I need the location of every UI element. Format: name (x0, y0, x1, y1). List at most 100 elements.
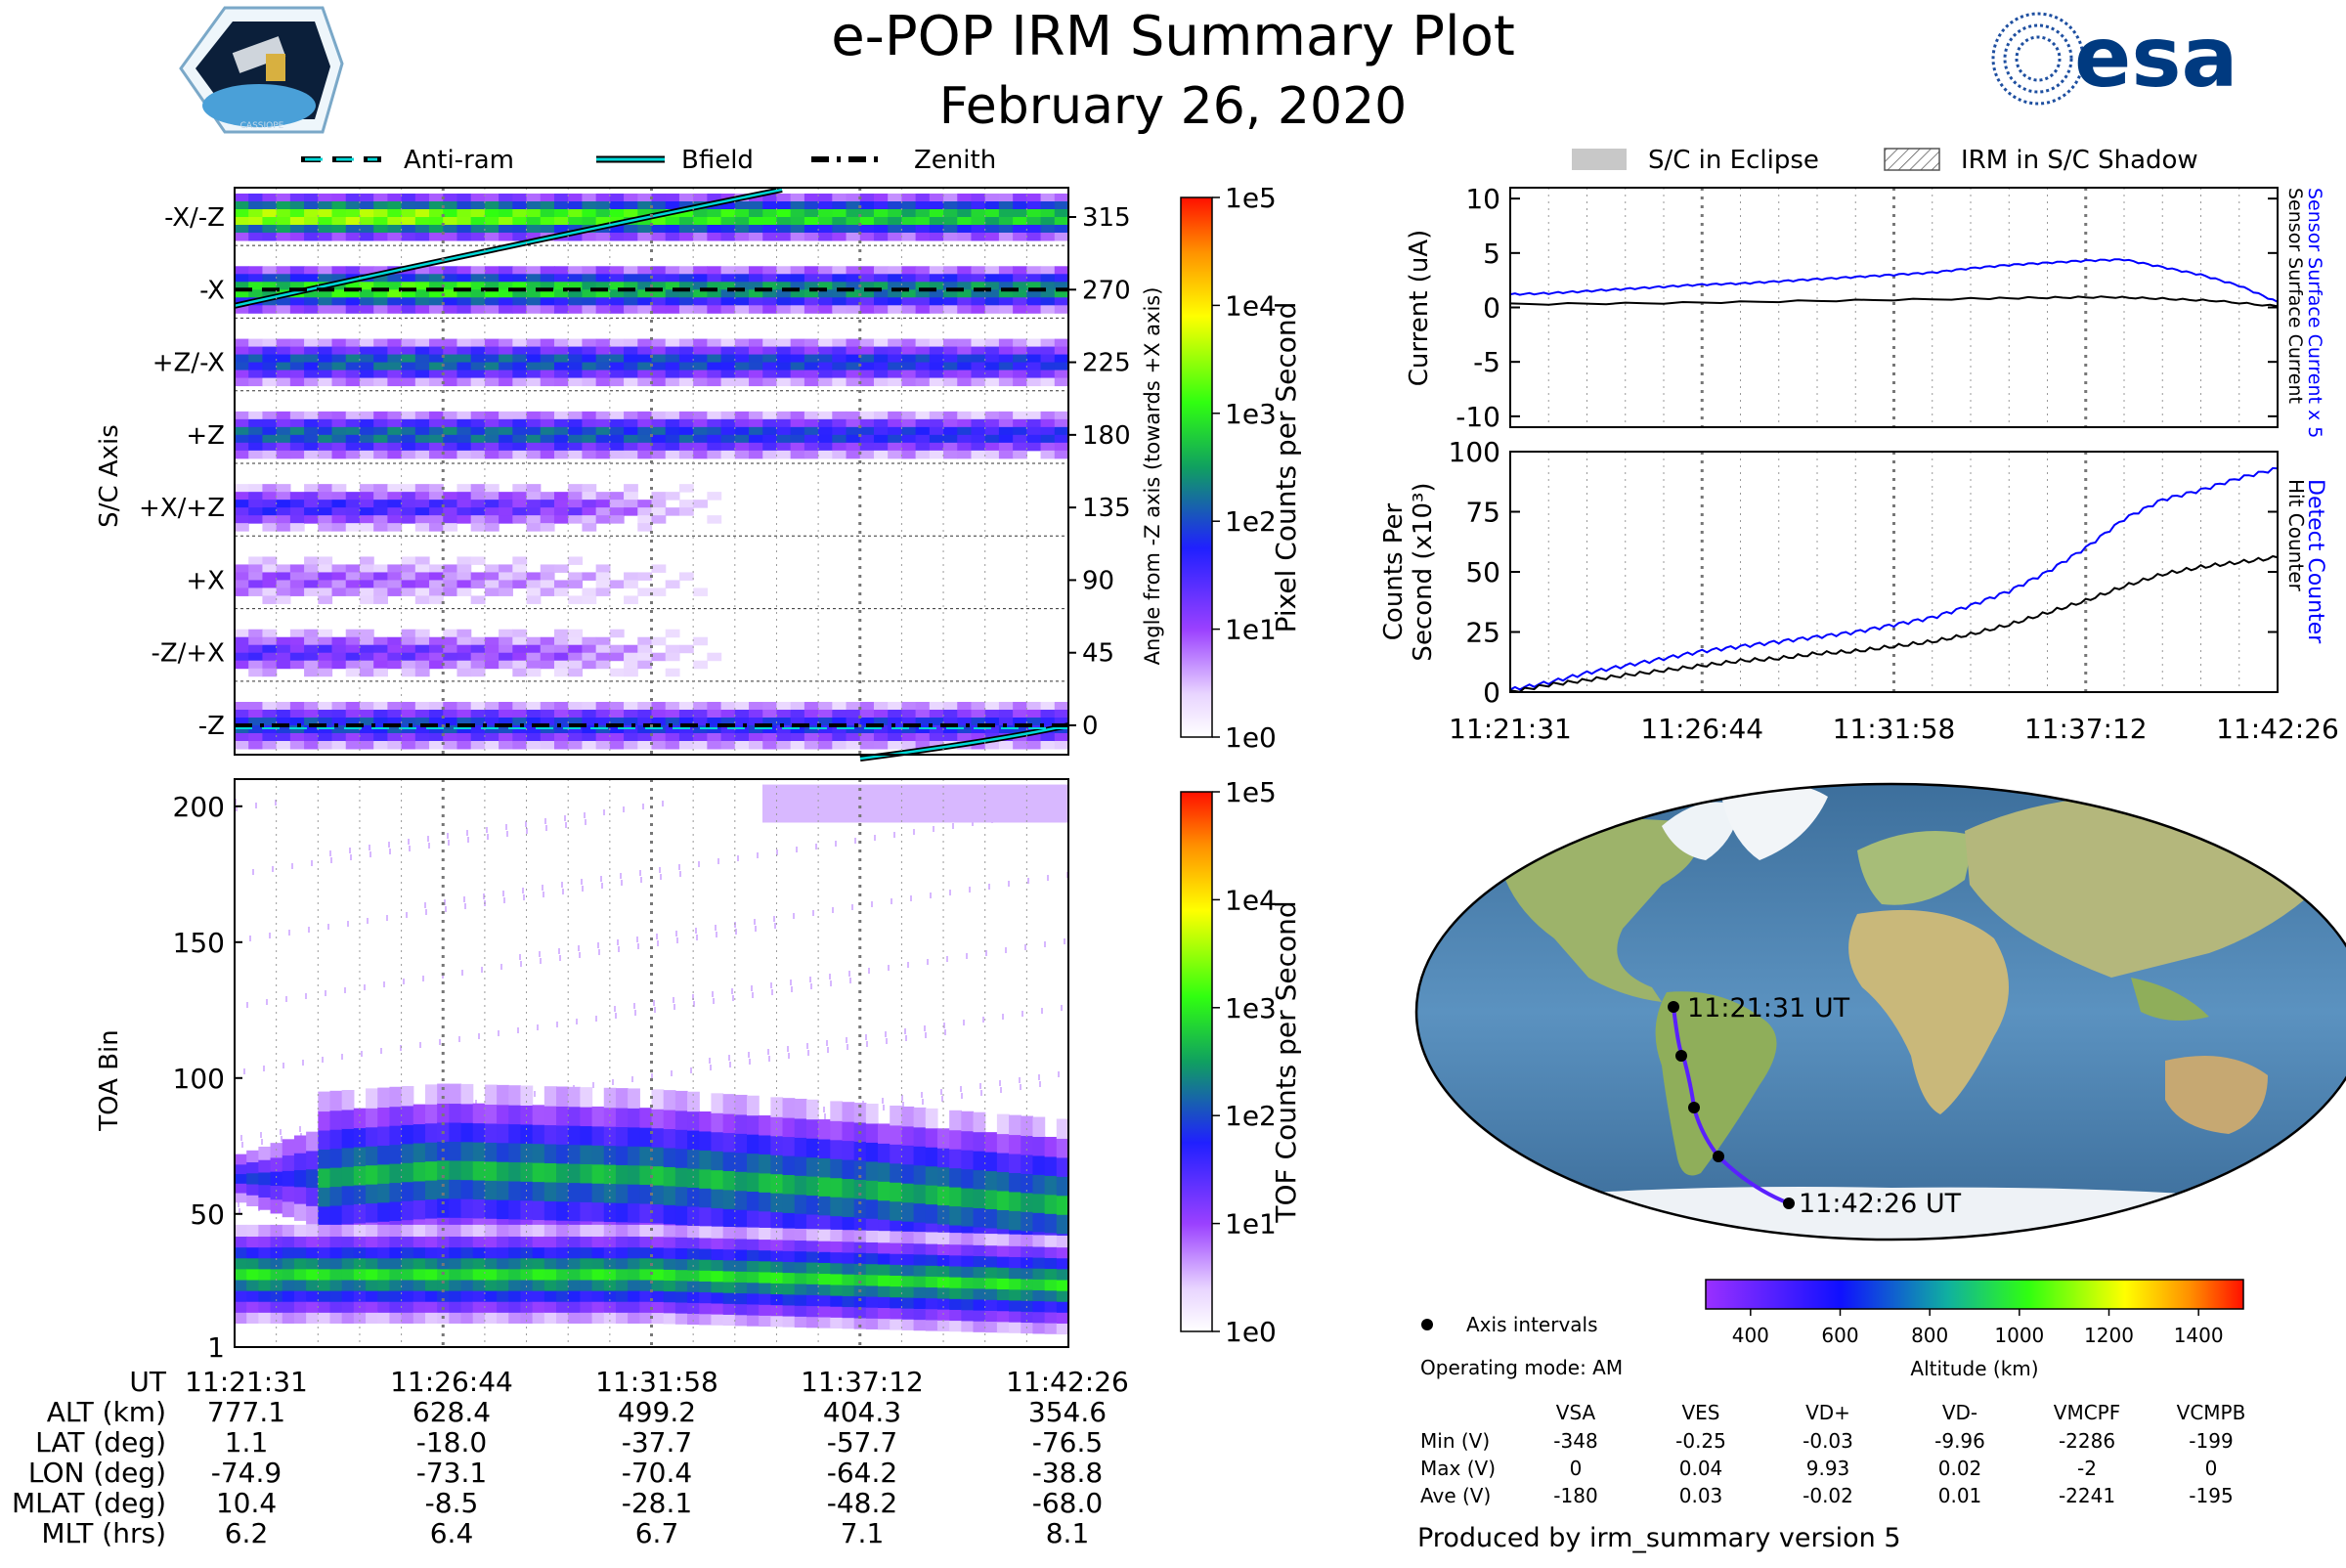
tof-heat-cell (413, 1300, 426, 1313)
pixel-heat-cell (818, 426, 833, 436)
tof-heat-cell (961, 1287, 975, 1300)
pixel-heat-cell (693, 289, 708, 298)
pixel-heat-cell (345, 636, 361, 646)
pixel-heat-cell (568, 426, 584, 436)
tof-heat-cell (1021, 1135, 1034, 1155)
tof-noise-cell (815, 844, 817, 849)
pixel-heat-cell (818, 733, 833, 742)
pixel-heat-cell (553, 209, 569, 218)
pixel-heat-cell (470, 484, 486, 493)
pixel-heat-cell (289, 411, 305, 420)
voltage-header: VD+ (1805, 1401, 1850, 1424)
voltage-cell: -0.03 (1803, 1429, 1853, 1453)
pixel-heat-cell (665, 217, 680, 226)
pixel-heat-cell (707, 741, 722, 750)
tof-heat-cell (1056, 1236, 1069, 1248)
pixel-heat-cell (568, 450, 584, 459)
pixel-heat-cell (609, 194, 625, 202)
pixel-heat-cell (304, 660, 319, 670)
pixel-heat-cell (318, 305, 333, 314)
pixel-heat-cell (248, 507, 264, 516)
pixel-heat-cell (1054, 426, 1069, 436)
tof-noise-cell (829, 974, 831, 980)
tof-heat-cell (1032, 1256, 1046, 1269)
ephemeris-row-label: MLT (hrs) (41, 1517, 166, 1549)
pixel-heat-cell (318, 274, 333, 283)
pixel-heat-cell (734, 710, 750, 719)
tof-heat-cell (258, 1311, 272, 1324)
tof-noise-cell (639, 870, 641, 876)
pixel-heat-cell (540, 564, 555, 573)
pixel-heat-cell (846, 233, 861, 241)
tof-heat-cell (377, 1087, 391, 1109)
pixel-heat-cell (707, 377, 722, 387)
tof-heat-cell (424, 1160, 438, 1181)
pixel-heat-cell (540, 411, 555, 420)
tof-heat-cell (401, 1199, 414, 1221)
tof-heat-cell (674, 1301, 688, 1314)
pixel-heat-cell (289, 710, 305, 719)
pixel-heat-cell (957, 426, 973, 436)
tof-noise-cell (886, 1038, 888, 1044)
pixel-heat-cell (1013, 225, 1027, 234)
pixel-heat-cell (526, 266, 542, 275)
pixel-heat-cell (456, 289, 472, 298)
tof-heat-cell (628, 1202, 640, 1223)
tof-heat-cell (842, 1197, 855, 1217)
pixel-heat-cell (595, 338, 611, 348)
pixel-heat-cell (414, 346, 430, 356)
pixel-heat-cell (846, 201, 861, 210)
pixel-heat-cell (235, 217, 249, 226)
tof-heat-cell (318, 1300, 331, 1313)
pixel-heat-cell (957, 710, 973, 719)
tof-heat-cell (1009, 1244, 1021, 1257)
pixel-heat-cell (665, 668, 680, 677)
pixel-heat-cell (289, 442, 305, 452)
tof-heat-cell (591, 1106, 605, 1127)
pixel-heat-cell (526, 507, 542, 516)
tof-heat-cell (699, 1269, 713, 1282)
pixel-heat-cell (429, 354, 444, 364)
pixel-heat-cell (470, 741, 486, 750)
pixel-heat-cell (470, 346, 486, 356)
tof-heat-cell (853, 1306, 867, 1319)
pixel-heat-cell (568, 629, 584, 638)
pixel-heat-cell (998, 289, 1014, 298)
pixel-heat-cell (749, 450, 763, 459)
pixel-heat-cell (790, 411, 805, 420)
tof-heat-cell (318, 1091, 331, 1112)
pixel-heat-cell (651, 450, 667, 459)
pixel-heat-cell (499, 450, 513, 459)
pixel-heat-cell (345, 710, 361, 719)
pixel-heat-cell (984, 725, 1000, 734)
pixel-heat-cell (540, 225, 555, 234)
tof-heat-cell (293, 1311, 307, 1324)
pixel-heat-cell (248, 282, 264, 290)
tof-noise-cell (425, 909, 427, 915)
tof-heat-cell (842, 1273, 855, 1285)
pixel-heat-cell (568, 710, 584, 719)
pixel-heat-cell (484, 362, 500, 371)
tof-heat-cell (663, 1246, 676, 1259)
pixel-heat-cell (387, 741, 403, 750)
tof-noise-cell (941, 1096, 943, 1102)
pixel-heat-cell (693, 710, 708, 719)
series-line (1509, 295, 2279, 308)
pixel-heat-cell (901, 718, 917, 726)
pixel-heat-cell (429, 201, 444, 210)
tof-heat-cell (746, 1171, 760, 1193)
tof-heat-cell (520, 1268, 534, 1281)
pixel-heat-cell (276, 644, 291, 654)
pixel-heat-cell (665, 282, 680, 290)
tof-heat-cell (437, 1236, 450, 1248)
pixel-heat-cell (595, 492, 611, 501)
footer-text: Produced by irm_summary version 5 (1417, 1523, 1901, 1553)
tof-heat-cell (401, 1289, 414, 1302)
pixel-heat-cell (943, 282, 958, 290)
pixel-heat-cell (971, 266, 986, 275)
pixel-heat-cell (678, 362, 694, 371)
pixel-heat-cell (401, 741, 416, 750)
tof-heat-cell (805, 1099, 819, 1120)
tof-ytick-label: 150 (173, 927, 225, 959)
tof-heat-cell (449, 1289, 462, 1302)
